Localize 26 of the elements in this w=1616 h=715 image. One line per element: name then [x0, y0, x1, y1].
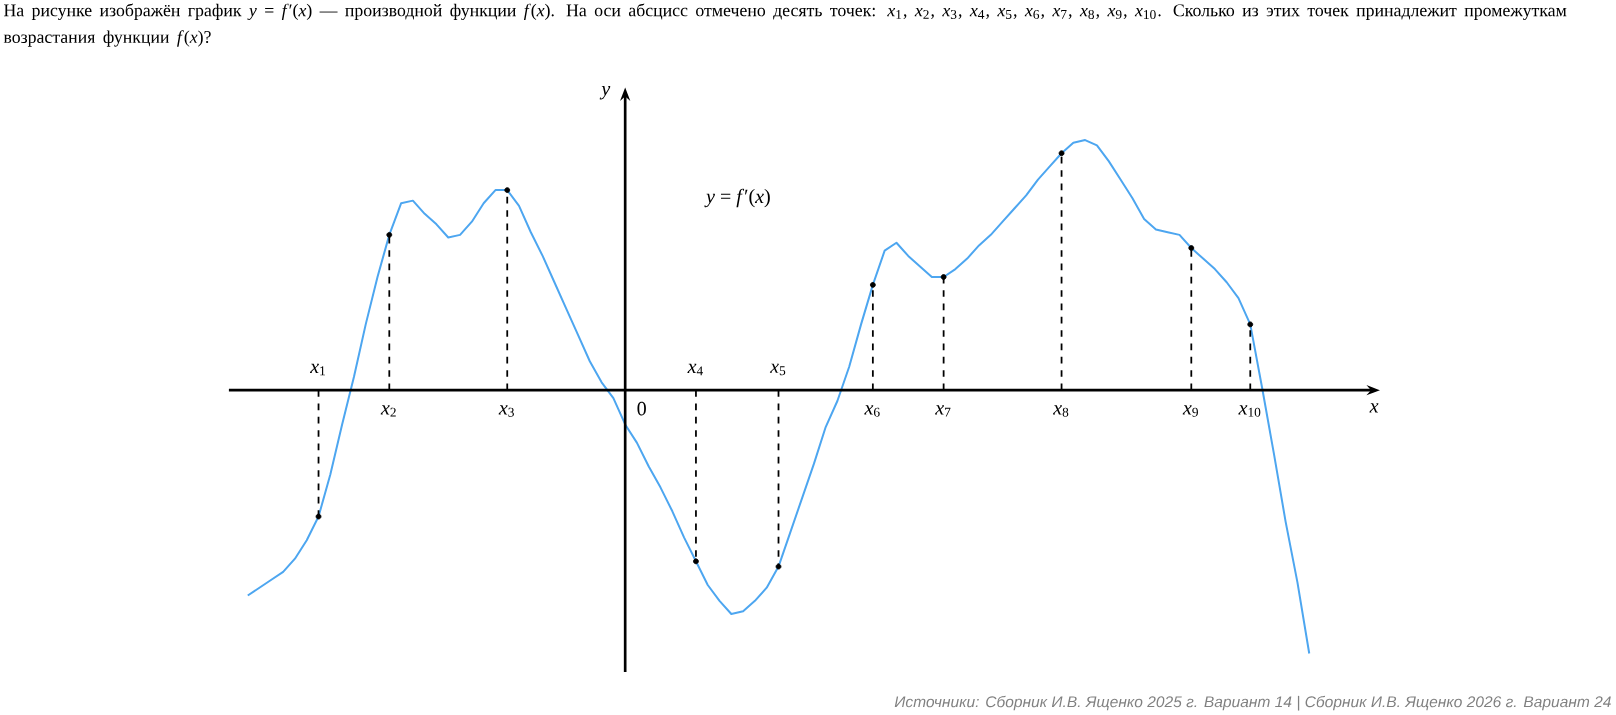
x-tick-label: x$_{1}$ — [309, 363, 325, 376]
point — [1247, 321, 1254, 328]
point — [775, 563, 782, 570]
x-tick-label: x$_{9}$ — [1182, 405, 1198, 417]
point — [693, 558, 699, 565]
point — [315, 513, 322, 520]
x-tick-label: x$_{2}$ — [380, 405, 396, 417]
y-axis-title: y — [599, 85, 611, 100]
point — [504, 187, 511, 194]
point — [869, 281, 876, 288]
point — [386, 231, 393, 238]
x-tick-label: x$_{8}$ — [1052, 405, 1069, 417]
x-tick-label: x$_{3}$ — [498, 405, 514, 417]
text: Источники: Сборник И.В. Ященко 2025 г. Вариант 14 | Сборник И.В. Ященко 2026 г. Вариант 24 — [894, 695, 1611, 711]
x-axis-title: x — [1369, 403, 1379, 413]
point — [1058, 150, 1065, 157]
point — [940, 274, 947, 280]
point — [1188, 245, 1195, 251]
annotation: 0 — [637, 401, 646, 416]
x-tick-label: x$_{5}$ — [769, 363, 786, 376]
annotation: y = f′(x) — [704, 188, 770, 208]
x-tick-label: x$_{4}$ — [687, 363, 703, 376]
x-tick-label: x$_{6}$ — [864, 405, 880, 417]
x-tick-label: x$_{7}$ — [935, 405, 951, 417]
x-tick-label: x$_{10}$ — [1238, 405, 1261, 417]
chart-title: На рисунке изображён график y = f′(x) — производной функции f(x). На оси абсцисс отмечено десять точек: x$_{1}$, x$_{2}$, x$_{3}$, x$_{4}$, x$_{5}$, x$_{6}$, x$_{7}$, x$_{8}$, x$_{9}$, x$_{10}$. Сколько из этих точек принадлежит промежуткам возрастания функции f(x)? — [3, 3, 1567, 47]
